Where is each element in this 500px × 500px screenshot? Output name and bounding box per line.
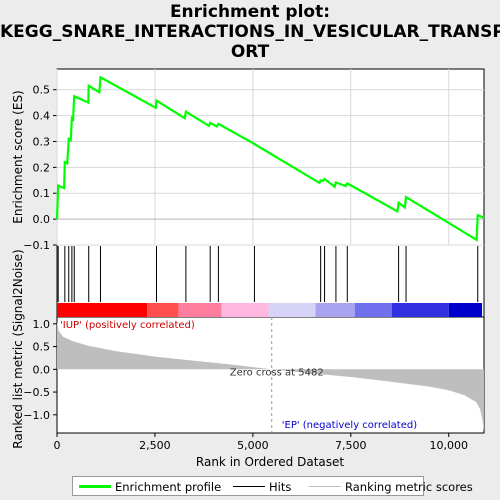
metric-ytick-label: 0.0: [33, 363, 51, 376]
rank-color-segment: [391, 303, 449, 317]
chart-title-line-1: Enrichment plot:: [169, 2, 331, 22]
legend-swatch-ranking: [309, 486, 341, 487]
rank-color-segment: [147, 303, 179, 317]
ranking-metric-area: [57, 321, 484, 431]
es-ytick-label: 0.5: [33, 84, 51, 97]
es-ytick-label: 0.0: [33, 213, 51, 226]
x-axis-label: Rank in Ordered Dataset: [196, 455, 344, 469]
legend-swatch-hits: [233, 486, 265, 487]
legend-label-hits: Hits: [269, 480, 292, 494]
xtick-label: 0: [54, 439, 61, 452]
rank-color-segment: [221, 303, 269, 317]
rank-color-segment: [448, 303, 483, 317]
legend: Enrichment profile Hits Ranking metric s…: [72, 476, 473, 496]
rank-color-segment: [268, 303, 316, 317]
positive-correlation-label: 'IUP' (positively correlated): [60, 320, 195, 331]
es-ytick-label: 0.3: [33, 135, 51, 148]
zero-cross-label: Zero cross at 5482: [230, 367, 324, 378]
enrichment-profile-line: [55, 75, 485, 242]
es-ytick-label: −0.1: [23, 239, 50, 252]
es-y-axis-label: Enrichment score (ES): [11, 90, 25, 223]
chart-title-line-3: ORT: [230, 42, 270, 62]
rank-color-segment: [315, 303, 355, 317]
xtick-label: 5,000: [237, 439, 269, 452]
xtick-label: 7,500: [335, 439, 367, 452]
xtick-label: 10,000: [429, 439, 468, 452]
rank-color-segment: [178, 303, 222, 317]
legend-label-enrichment: Enrichment profile: [115, 480, 222, 494]
legend-label-ranking: Ranking metric scores: [345, 480, 473, 494]
chart-title-line-2: KEGG_SNARE_INTERACTIONS_IN_VESICULAR_TRA…: [0, 22, 500, 42]
negative-correlation-label: 'EP' (negatively correlated): [282, 420, 417, 431]
legend-swatch-enrichment: [79, 485, 111, 488]
xtick-label: 2,500: [139, 439, 171, 452]
metric-ytick-label: 0.5: [33, 341, 51, 354]
es-ytick-label: 0.2: [33, 161, 51, 174]
metric-ytick-label: −1.0: [23, 409, 50, 422]
es-ytick-label: 0.1: [33, 187, 51, 200]
rank-color-segment: [57, 303, 148, 317]
rank-color-segment: [354, 303, 392, 317]
metric-ytick-label: 1.0: [33, 318, 51, 331]
metric-y-axis-label: Ranked list metric (Signal2Noise): [11, 249, 25, 448]
metric-ytick-label: −0.5: [23, 386, 50, 399]
es-ytick-label: 0.4: [33, 110, 51, 123]
es-panel-frame: [56, 68, 485, 246]
